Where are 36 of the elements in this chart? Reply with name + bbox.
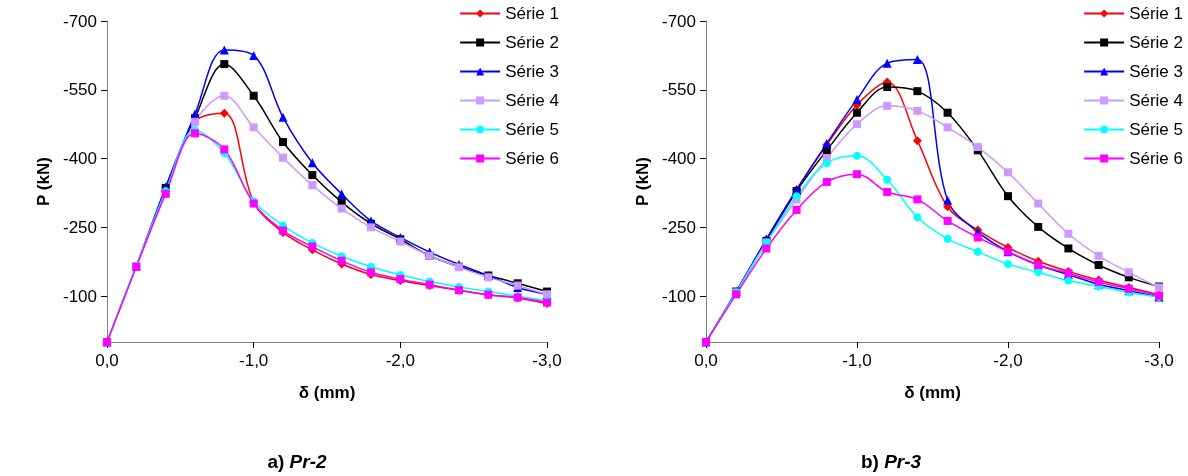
legend-label: Série 1 [505, 4, 560, 23]
y-axis-title: P (kN) [34, 157, 54, 206]
x-tick-label: -1,0 [842, 351, 872, 370]
x-tick-label: -3,0 [532, 351, 562, 370]
x-axis-title: δ (mm) [298, 383, 356, 402]
legend-label: Série 3 [1129, 62, 1184, 81]
legend-label: Série 4 [505, 91, 560, 110]
y-tick-label: -700 [62, 11, 97, 31]
legend-label: Série 5 [505, 120, 560, 139]
legend-label: Série 3 [505, 62, 560, 81]
y-tick-label: -550 [661, 80, 696, 100]
y-tick-label: -700 [661, 11, 696, 31]
x-axis-title: δ (mm) [904, 383, 961, 402]
legend-label: Série 6 [1129, 149, 1184, 168]
x-tick-label: -1,0 [239, 351, 269, 370]
y-tick-label: -100 [62, 286, 97, 306]
y-tick-label: -100 [661, 286, 696, 306]
y-tick-label: -550 [62, 80, 97, 100]
y-tick-label: -400 [661, 149, 696, 169]
y-tick-label: -250 [62, 217, 97, 237]
y-tick-label: -250 [661, 217, 696, 237]
x-tick-label: -2,0 [993, 351, 1023, 370]
legend-label: Série 6 [505, 149, 560, 168]
x-tick-label: -3,0 [1144, 351, 1174, 370]
legend-label: Série 2 [1129, 33, 1184, 52]
legend-label: Série 1 [1129, 4, 1184, 23]
legend-label: Série 2 [505, 33, 560, 52]
legend-label: Série 5 [1129, 120, 1184, 139]
y-tick-label: -400 [62, 149, 97, 169]
text: b) Pr-3 [860, 451, 922, 472]
x-tick-label: -2,0 [385, 351, 415, 370]
x-tick-label: 0,0 [694, 351, 718, 370]
legend-label: Série 4 [1129, 91, 1184, 110]
text: a) Pr-2 [267, 451, 327, 472]
x-tick-label: 0,0 [95, 351, 119, 370]
y-axis-title: P (kN) [633, 157, 653, 206]
